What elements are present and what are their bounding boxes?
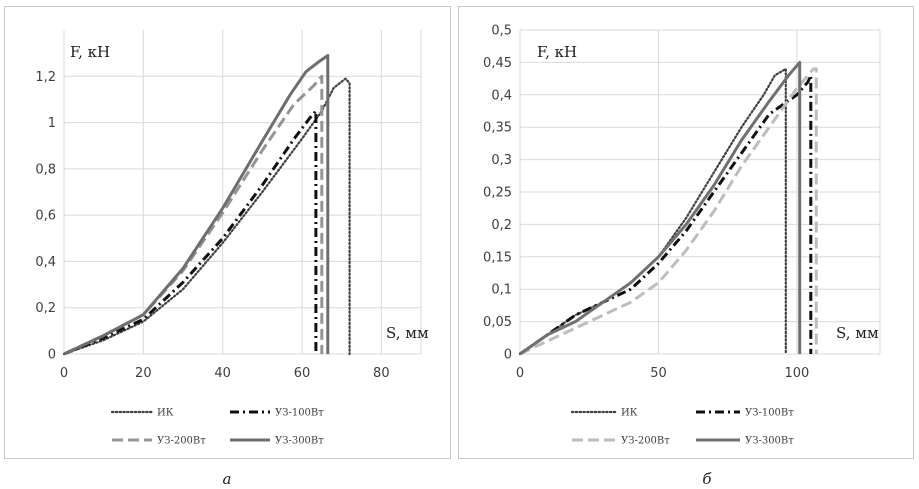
x-tick-label: 80: [373, 366, 390, 381]
y-tick-label: 0,15: [483, 250, 512, 265]
y-tick-label: 0: [504, 348, 512, 363]
y-tick-label: 0,8: [35, 162, 56, 177]
y-tick-label: 0,5: [491, 24, 512, 39]
y-axis-label: F, кН: [537, 43, 577, 61]
x-tick-label: 50: [650, 366, 667, 381]
legend-label: ИК: [621, 408, 638, 419]
x-tick-label: 100: [785, 366, 810, 381]
y-tick-label: 0,4: [35, 255, 56, 270]
y-tick-label: 0,45: [483, 56, 512, 71]
panel-frame: [4, 6, 451, 459]
chart-panel-a: 0 0,2 0,4 0,6 0,8 1 1,2 0 20 40 60 80 F, кН S, мм ИК УЗ…: [4, 6, 451, 488]
panel-caption: а: [223, 470, 232, 488]
y-tick-label: 0,2: [491, 218, 512, 233]
legend-label: УЗ-200Вт: [621, 436, 670, 447]
series-line: [63, 54, 330, 356]
y-axis-label: F, кН: [70, 43, 110, 61]
legend-label: ИК: [157, 408, 174, 419]
series-line: [519, 67, 818, 356]
y-tick-label: 0,2: [35, 301, 56, 316]
y-tick-label: 0,6: [35, 209, 56, 224]
x-axis-label: S, мм: [836, 324, 879, 342]
x-tick-label: 60: [294, 366, 311, 381]
series-line: [62, 77, 351, 356]
panel-caption: б: [702, 470, 712, 488]
y-tick-label: 0,35: [483, 121, 512, 136]
x-tick-label: 20: [135, 366, 152, 381]
y-tick-label: 0: [48, 348, 56, 363]
legend-label: УЗ-300Вт: [275, 436, 324, 447]
chart-panel-b: 0 0,05 0,1 0,15 0,2 0,25 0,3 0,35 0,4 0,45 0,5 0 50 1…: [458, 6, 914, 488]
x-axis-label: S, мм: [386, 324, 429, 342]
series-line: [63, 109, 318, 356]
y-tick-label: 0,1: [491, 283, 512, 298]
y-tick-label: 0,3: [491, 153, 512, 168]
series-line: [519, 73, 813, 356]
legend-label: УЗ-100Вт: [745, 408, 794, 419]
series-line: [518, 67, 787, 356]
y-tick-label: 0,05: [483, 315, 512, 330]
x-tick-label: 0: [516, 366, 524, 381]
y-tick-label: 0,25: [483, 186, 512, 201]
y-tick-label: 1: [48, 116, 56, 131]
panel-frame: [458, 6, 914, 459]
series-line: [519, 60, 802, 356]
y-tick-label: 0,4: [491, 88, 512, 103]
x-tick-label: 0: [60, 366, 68, 381]
legend-label: УЗ-100Вт: [275, 408, 324, 419]
y-tick-label: 1,2: [35, 70, 56, 85]
legend-label: УЗ-300Вт: [745, 436, 794, 447]
x-tick-label: 40: [214, 366, 231, 381]
legend-label: УЗ-200Вт: [157, 436, 206, 447]
